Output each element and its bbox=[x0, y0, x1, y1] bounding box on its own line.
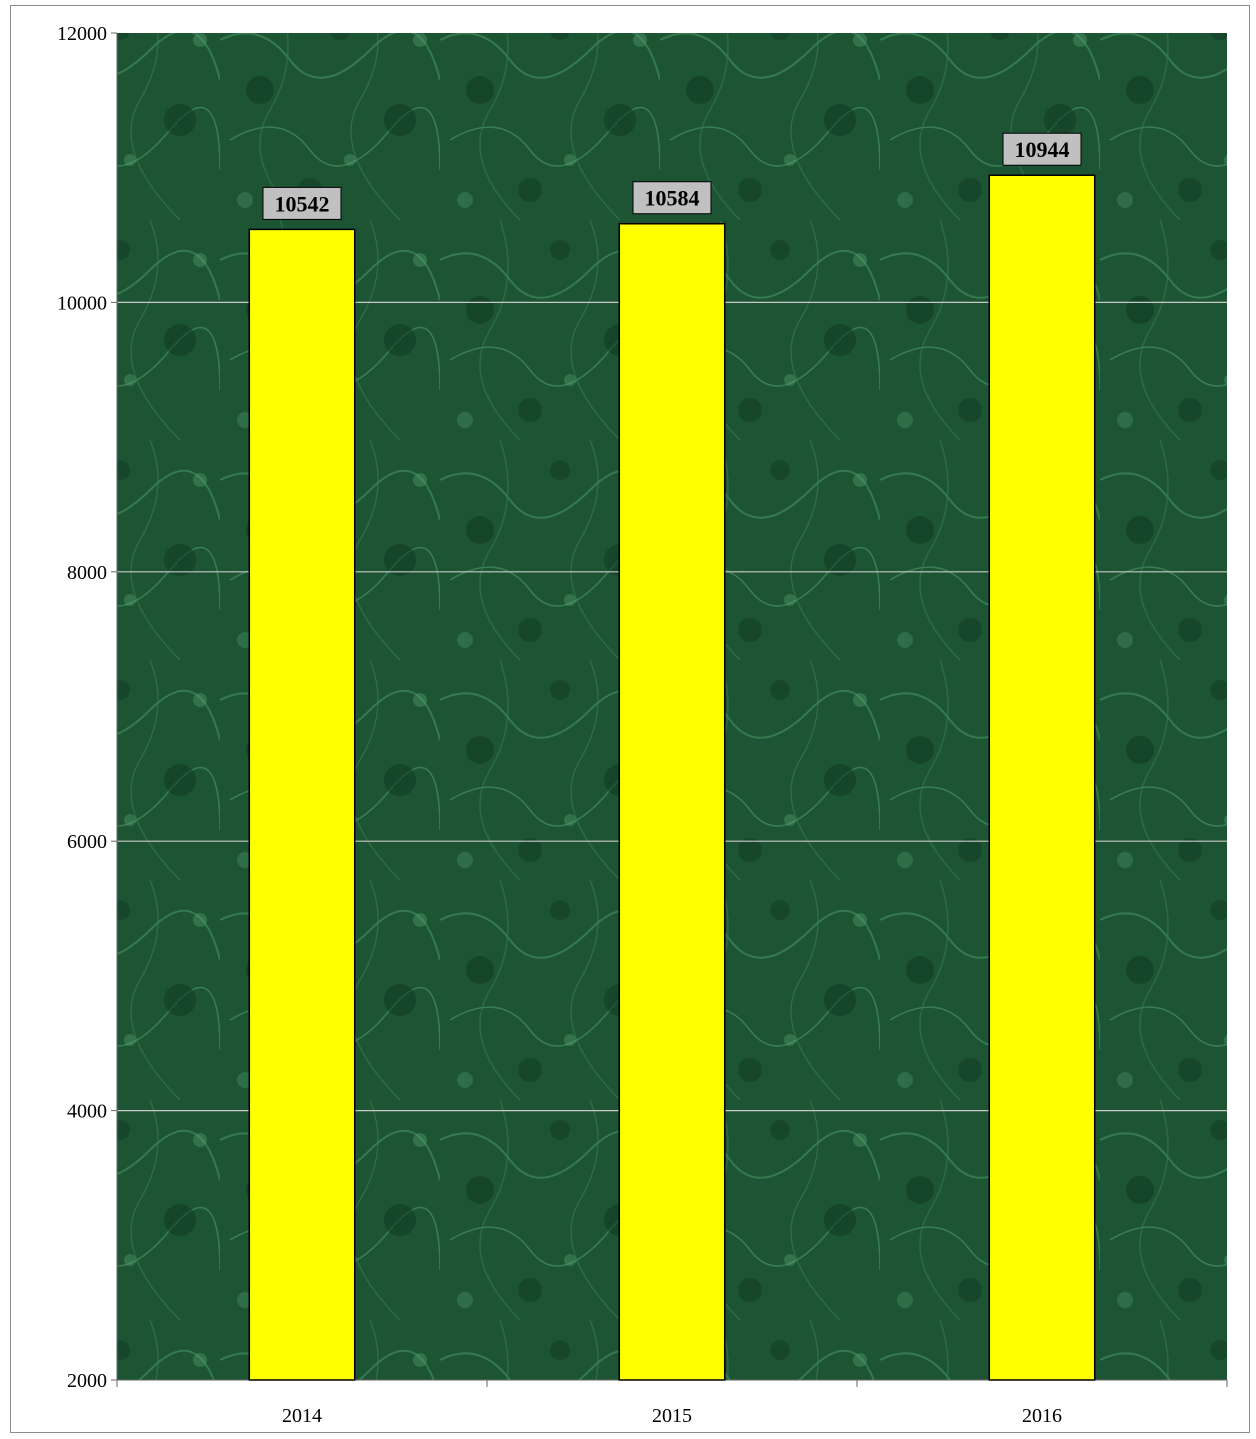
bar-2016 bbox=[988, 174, 1096, 1381]
data-label-box-2016 bbox=[1002, 132, 1082, 166]
y-tick-label: 4000 bbox=[67, 1101, 107, 1123]
bar-2014 bbox=[248, 228, 356, 1381]
x-tick-label-2015: 2015 bbox=[652, 1405, 692, 1427]
data-label-box-2014 bbox=[262, 186, 342, 220]
data-label-2014: 10542 bbox=[275, 191, 330, 216]
x-tick-label-2016: 2016 bbox=[1022, 1405, 1062, 1427]
x-tick-label-2014: 2014 bbox=[282, 1405, 322, 1427]
y-tick-label: 8000 bbox=[67, 562, 107, 584]
bar-2015 bbox=[618, 222, 726, 1381]
y-tick-label: 2000 bbox=[67, 1370, 107, 1392]
y-tick-label: 6000 bbox=[67, 831, 107, 853]
data-label-box-2015 bbox=[632, 181, 712, 215]
data-label-2015: 10584 bbox=[645, 186, 700, 211]
y-tick-label: 10000 bbox=[57, 292, 107, 314]
y-tick-label: 12000 bbox=[57, 23, 107, 45]
data-label-2016: 10944 bbox=[1015, 137, 1070, 162]
